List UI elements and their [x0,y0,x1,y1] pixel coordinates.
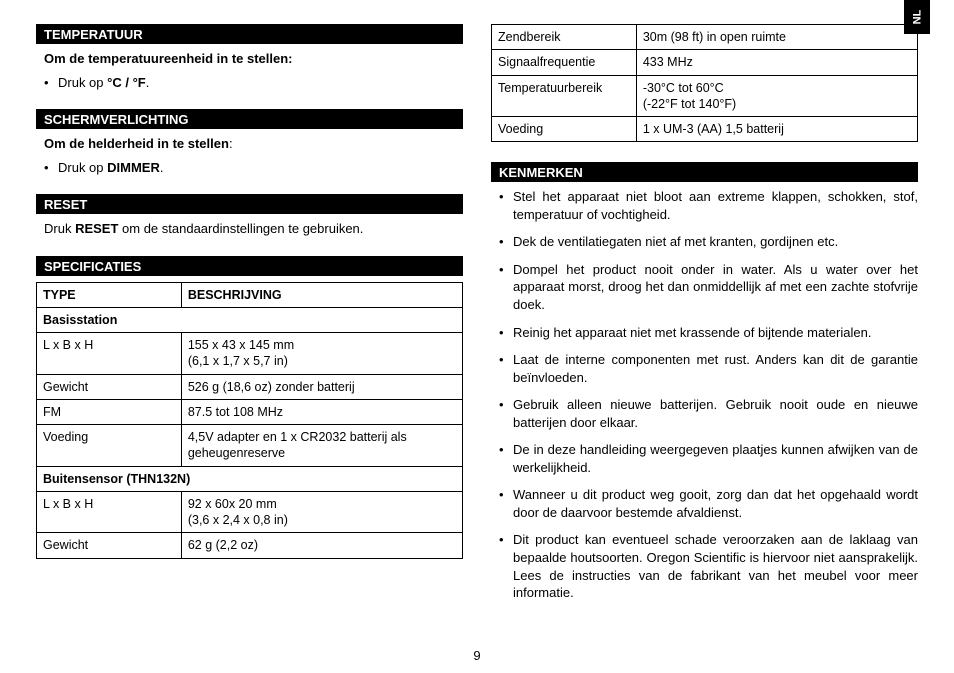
table-row: Gewicht526 g (18,6 oz) zonder batterij [37,374,463,399]
spec-value: 526 g (18,6 oz) zonder batterij [181,374,462,399]
left-column: TEMPERATUUR Om de temperatuureenheid in … [36,24,463,673]
list-item: Druk op °C / °F. [58,74,463,92]
language-tab: NL [904,0,930,34]
temp-list: Druk op °C / °F. [36,74,463,92]
temp-header: TEMPERATUUR [36,24,463,44]
spec-key: Gewicht [37,533,182,558]
list-item: Dompel het product nooit onder in water.… [513,261,918,314]
table-row: FM87.5 tot 108 MHz [37,399,463,424]
right-column: Zendbereik30m (98 ft) in open ruimteSign… [491,24,918,673]
table-row: Voeding4,5V adapter en 1 x CR2032 batter… [37,425,463,467]
reset-header: RESET [36,194,463,214]
text: Druk op [58,160,107,175]
list-item: De in deze handleiding weergegeven plaat… [513,441,918,476]
ext-table: Zendbereik30m (98 ft) in open ruimteSign… [491,24,918,142]
features-list: Stel het apparaat niet bloot aan extreme… [491,188,918,601]
spec-value: 92 x 60x 20 mm (3,6 x 2,4 x 0,8 in) [181,491,462,533]
text: . [160,160,164,175]
spec-key: Voeding [37,425,182,467]
backlight-intro: Om de helderheid in te stellen: [36,135,463,153]
spec-key: Signaalfrequentie [492,50,637,75]
reset-text: Druk RESET om de standaardinstellingen t… [36,220,463,238]
specs-section: SPECIFICATIES TYPE BESCHRIJVING Basissta… [36,256,463,559]
text: Druk op [58,75,107,90]
table-row: Zendbereik30m (98 ft) in open ruimte [492,25,918,50]
backlight-header: SCHERMVERLICHTING [36,109,463,129]
text-bold: RESET [75,221,118,236]
sensor-rows: L x B x H92 x 60x 20 mm (3,6 x 2,4 x 0,8… [37,491,463,558]
text-bold: °C / °F [107,75,146,90]
th-desc: BESCHRIJVING [181,282,462,307]
subhead-main: Basisstation [37,307,463,332]
spec-value: 155 x 43 x 145 mm (6,1 x 1,7 x 5,7 in) [181,333,462,375]
spec-value: 87.5 tot 108 MHz [181,399,462,424]
text-bold: Om de helderheid in te stellen [44,136,229,151]
spec-value: 1 x UM-3 (AA) 1,5 batterij [636,117,917,142]
spec-value: 433 MHz [636,50,917,75]
table-row: Signaalfrequentie433 MHz [492,50,918,75]
page: NL TEMPERATUUR Om de temperatuureenheid … [0,0,954,673]
list-item: Reinig het apparaat niet met krassende o… [513,324,918,342]
spec-value: 4,5V adapter en 1 x CR2032 batterij als … [181,425,462,467]
table-row: Buitensensor (THN132N) [37,466,463,491]
spec-key: FM [37,399,182,424]
table-row: Basisstation [37,307,463,332]
th-type: TYPE [37,282,182,307]
backlight-list: Druk op DIMMER. [36,159,463,177]
temp-intro: Om de temperatuureenheid in te stellen: [36,50,463,68]
table-row: Temperatuurbereik-30°C tot 60°C (-22°F t… [492,75,918,117]
text: . [146,75,150,90]
ext-rows: Zendbereik30m (98 ft) in open ruimteSign… [492,25,918,142]
list-item: Gebruik alleen nieuwe batterijen. Gebrui… [513,396,918,431]
list-item: Dit product kan eventueel schade veroorz… [513,531,918,601]
subhead-sensor: Buitensensor (THN132N) [37,466,463,491]
text: : [229,136,233,151]
spec-value: -30°C tot 60°C (-22°F tot 140°F) [636,75,917,117]
table-row: TYPE BESCHRIJVING [37,282,463,307]
temp-section: TEMPERATUUR Om de temperatuureenheid in … [36,24,463,91]
text-bold: DIMMER [107,160,160,175]
list-item: Wanneer u dit product weg gooit, zorg da… [513,486,918,521]
spec-key: Zendbereik [492,25,637,50]
language-tab-label: NL [911,10,923,25]
table-row: Voeding1 x UM-3 (AA) 1,5 batterij [492,117,918,142]
list-item: Dek de ventilatiegaten niet af met krant… [513,233,918,251]
table-row: L x B x H92 x 60x 20 mm (3,6 x 2,4 x 0,8… [37,491,463,533]
text: om de standaardinstellingen te gebruiken… [118,221,363,236]
spec-value: 62 g (2,2 oz) [181,533,462,558]
reset-section: RESET Druk RESET om de standaardinstelli… [36,194,463,238]
table-row: Gewicht62 g (2,2 oz) [37,533,463,558]
spec-value: 30m (98 ft) in open ruimte [636,25,917,50]
text: Druk [44,221,75,236]
features-section: KENMERKEN Stel het apparaat niet bloot a… [491,162,918,601]
columns: TEMPERATUUR Om de temperatuureenheid in … [36,24,918,673]
list-item: Druk op DIMMER. [58,159,463,177]
spec-key: L x B x H [37,491,182,533]
list-item: Stel het apparaat niet bloot aan extreme… [513,188,918,223]
page-number: 9 [473,648,480,663]
specs-table: TYPE BESCHRIJVING Basisstation L x B x H… [36,282,463,559]
features-header: KENMERKEN [491,162,918,182]
specs-header: SPECIFICATIES [36,256,463,276]
spec-key: Voeding [492,117,637,142]
backlight-section: SCHERMVERLICHTING Om de helderheid in te… [36,109,463,176]
main-rows: L x B x H155 x 43 x 145 mm (6,1 x 1,7 x … [37,333,463,467]
spec-key: Gewicht [37,374,182,399]
spec-key: L x B x H [37,333,182,375]
table-row: L x B x H155 x 43 x 145 mm (6,1 x 1,7 x … [37,333,463,375]
list-item: Laat de interne componenten met rust. An… [513,351,918,386]
spec-key: Temperatuurbereik [492,75,637,117]
